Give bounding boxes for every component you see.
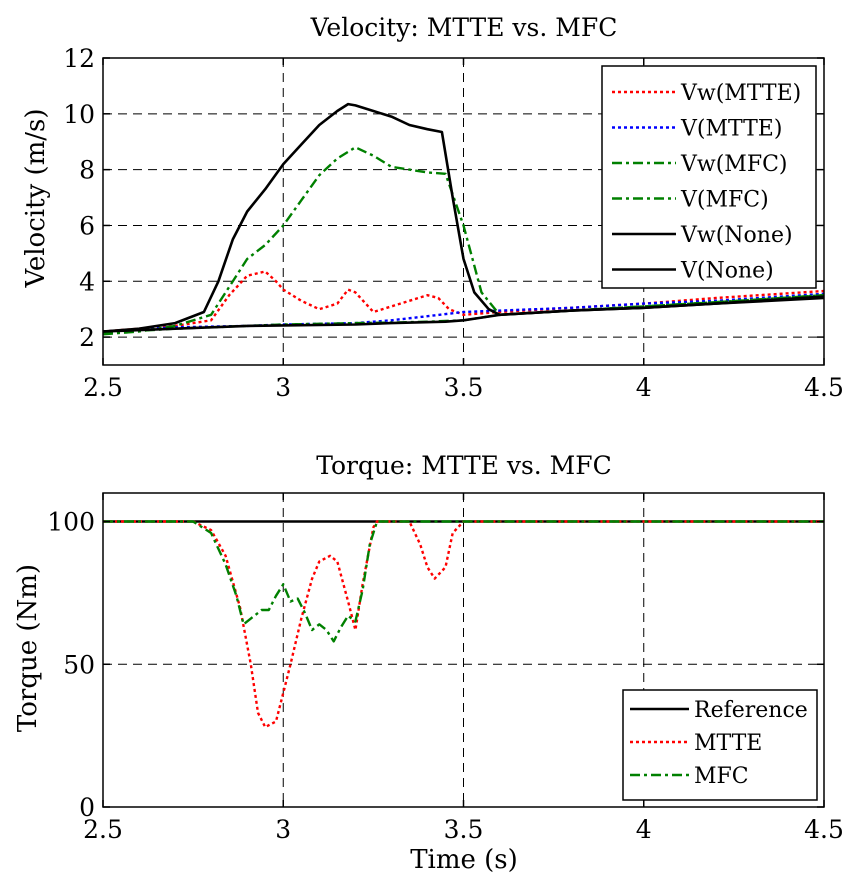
torque-legend-label: MFC xyxy=(694,764,749,789)
velocity-legend-box xyxy=(601,65,817,289)
velocity-legend-label: Vw(MTTE) xyxy=(680,81,801,106)
torque-legend-label: MTTE xyxy=(694,731,762,756)
velocity-y-tick-label: 4 xyxy=(79,267,95,296)
velocity-chart: Velocity: MTTE vs. MFC Velocity (m/s) 2.… xyxy=(21,13,843,402)
torque-x-tick-label: 3 xyxy=(275,815,291,844)
velocity-y-tick-label: 12 xyxy=(63,44,95,73)
velocity-series-line-vw-none xyxy=(102,102,825,333)
torque-series-lines xyxy=(103,520,824,729)
torque-y-axis-label: Torque (Nm) xyxy=(13,564,43,732)
torque-legend-entries: Reference MTTE MFC xyxy=(630,698,808,789)
velocity-chart-title: Velocity: MTTE vs. MFC xyxy=(310,13,618,42)
velocity-legend-label: Vw(MFC) xyxy=(680,152,788,177)
velocity-series-line-v-none xyxy=(102,295,825,333)
velocity-y-tick-label: 6 xyxy=(79,211,95,240)
velocity-y-tick-label: 2 xyxy=(79,323,95,352)
torque-y-tick-label: 0 xyxy=(79,793,95,822)
velocity-legend-label: Vw(None) xyxy=(680,223,793,248)
torque-chart: Torque: MTTE vs. MFC Torque (Nm) Time (s… xyxy=(13,451,843,875)
velocity-legend: Vw(MTTE) V(MTTE) Vw(MFC) V(MFC) Vw(None) V(No… xyxy=(601,65,817,289)
velocity-ticks: 2.5 3 3.5 4 4.5 2 4 6 8 10 12 xyxy=(63,44,843,402)
velocity-legend-entries: Vw(MTTE) V(MTTE) Vw(MFC) V(MFC) Vw(None) V(No… xyxy=(612,81,801,284)
velocity-x-tick-label: 2.5 xyxy=(83,373,123,402)
velocity-x-tick-label: 3 xyxy=(275,373,291,402)
torque-x-axis-label: Time (s) xyxy=(410,845,518,875)
velocity-y-tick-label: 10 xyxy=(63,100,95,129)
velocity-legend-label: V(None) xyxy=(680,259,774,284)
torque-series-line-mfc xyxy=(103,520,824,643)
torque-x-tick-label: 4 xyxy=(636,815,652,844)
velocity-x-tick-label: 4 xyxy=(636,373,652,402)
velocity-y-axis-label: Velocity (m/s) xyxy=(21,108,51,288)
velocity-series-lines xyxy=(102,102,825,336)
torque-y-tick-label: 100 xyxy=(47,508,95,537)
torque-legend: Reference MTTE MFC xyxy=(622,689,818,801)
torque-y-tick-label: 50 xyxy=(63,650,95,679)
velocity-x-tick-label: 3.5 xyxy=(444,373,484,402)
torque-chart-title: Torque: MTTE vs. MFC xyxy=(316,451,612,480)
torque-x-tick-label: 3.5 xyxy=(444,815,484,844)
torque-legend-label: Reference xyxy=(694,698,808,723)
torque-x-tick-label: 4.5 xyxy=(804,815,843,844)
velocity-legend-label: V(MFC) xyxy=(680,188,769,213)
velocity-legend-label: V(MTTE) xyxy=(680,117,782,142)
velocity-x-tick-label: 4.5 xyxy=(804,373,843,402)
torque-ticks: 2.5 3 3.5 4 4.5 0 50 100 xyxy=(47,493,843,844)
torque-x-tick-label: 2.5 xyxy=(83,815,123,844)
velocity-y-tick-label: 8 xyxy=(79,156,95,185)
torque-series-line-mtte xyxy=(103,520,824,729)
